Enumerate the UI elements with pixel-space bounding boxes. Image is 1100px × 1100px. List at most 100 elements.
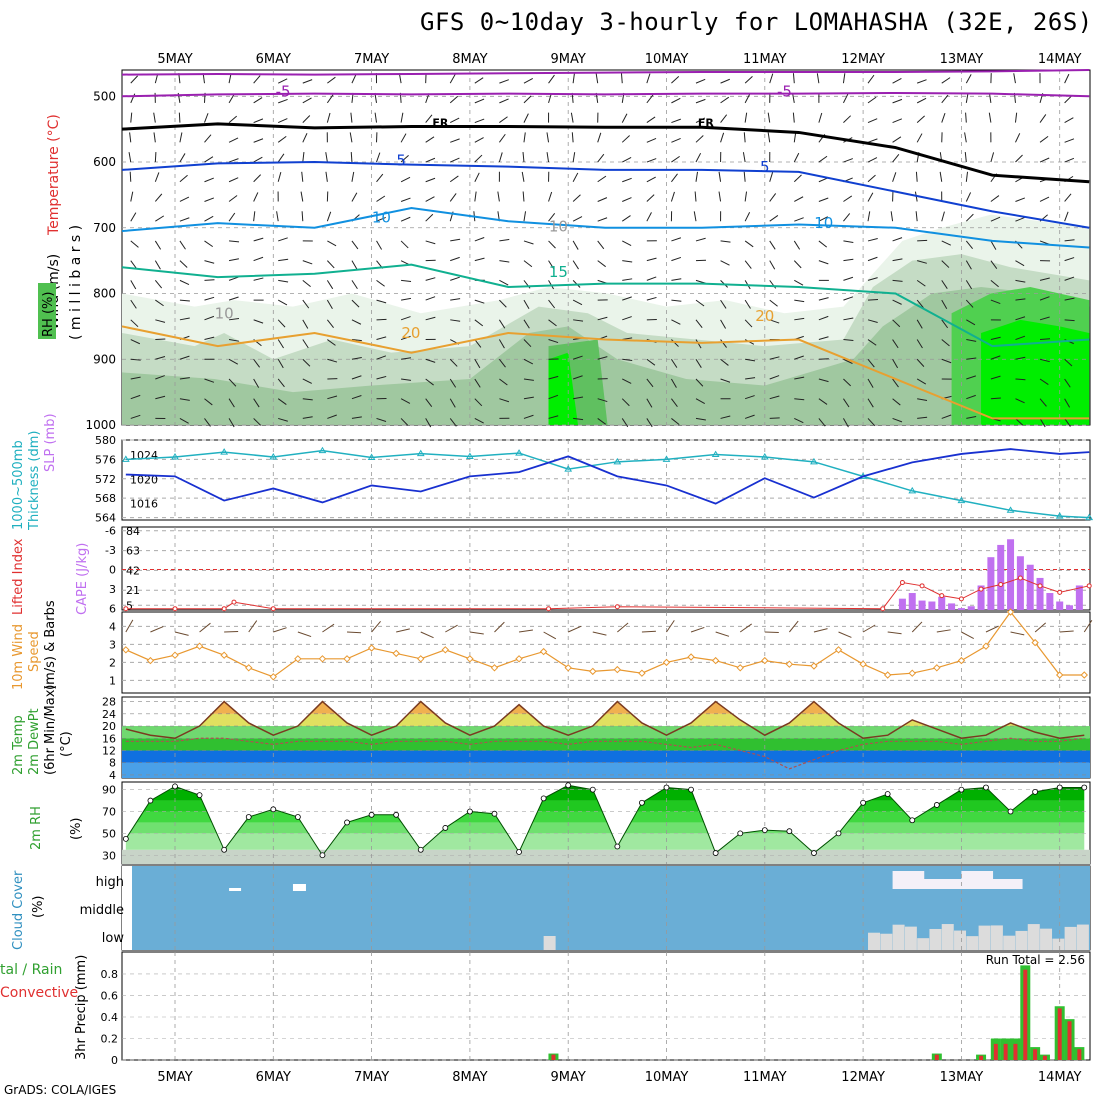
wind-barb <box>204 315 215 321</box>
wind-speed-point <box>343 655 351 663</box>
cloud-level-label: middle <box>80 903 124 918</box>
slp-line <box>125 448 1090 505</box>
wind-barb <box>573 396 584 400</box>
cape-tick-label: 21 <box>126 584 140 597</box>
wind-barb <box>204 215 214 222</box>
wind-barb <box>445 624 458 633</box>
wind-barb <box>376 336 387 341</box>
bottom-day-label: 8MAY <box>452 1070 487 1085</box>
wind-barb <box>425 240 436 245</box>
wind-barb <box>570 112 574 123</box>
wind-barb <box>916 79 927 84</box>
cloud-level-label: low <box>102 931 125 946</box>
precip-tick-label: 0.4 <box>101 1011 119 1024</box>
li-point <box>1057 589 1063 595</box>
wind-barb <box>494 621 505 633</box>
rh-point <box>221 846 228 853</box>
isotherm-label: 5 <box>396 151 406 169</box>
wind-speed-point <box>269 673 278 681</box>
wind-barb <box>499 279 509 286</box>
wind-barb <box>794 417 804 424</box>
wind-barb <box>376 152 381 163</box>
wind-barb <box>671 173 678 183</box>
wind-barb <box>695 117 706 124</box>
wind-barb <box>499 260 510 263</box>
precip-axis-label-group: 3hr Precip (mm) <box>74 955 89 1060</box>
rh-tick-label: 90 <box>102 784 116 797</box>
rh-point <box>368 811 375 818</box>
temperature-axis-label: Temperature (°C) <box>46 114 62 236</box>
li-point <box>123 606 129 612</box>
rh-point <box>417 846 424 853</box>
wind-barb <box>695 339 702 349</box>
wind-barb <box>401 378 412 381</box>
wind-barb <box>327 339 336 346</box>
li-point <box>270 606 276 612</box>
wind-barb <box>302 398 313 401</box>
cloud-label-b: (%) <box>31 896 46 919</box>
temp-label-d: (°C) <box>59 731 74 757</box>
wind-barb <box>253 256 264 262</box>
wind-barb <box>376 173 384 183</box>
wind-barb <box>1064 239 1075 242</box>
slp-tick-label: 1016 <box>130 498 158 511</box>
rh-point <box>786 828 793 835</box>
wind-barb <box>597 175 607 183</box>
wind-barb <box>622 177 632 183</box>
wind-barb <box>573 417 584 421</box>
wind-barb <box>744 191 748 202</box>
wind-barb <box>769 356 780 360</box>
cape-axis-label: CAPE (J/kg) <box>75 543 90 615</box>
wind-barb <box>1039 157 1050 163</box>
wind-barb <box>794 317 805 321</box>
wind-barb <box>695 98 706 104</box>
top-day-label: 7MAY <box>354 52 389 67</box>
isotherm-label: 5 <box>760 158 770 176</box>
wind-barb <box>572 355 583 360</box>
wind-barb <box>302 152 305 163</box>
precip-panel: 0.8 0.6 0.4 0.2 0 Run Total = 2.56 <box>101 952 1090 1067</box>
wind-barb <box>499 116 508 123</box>
wind-barb <box>273 627 287 633</box>
wind-barb <box>794 279 804 286</box>
wind-barb <box>449 358 458 367</box>
wind-barb <box>1015 217 1025 222</box>
wind-barb <box>573 319 584 322</box>
cape-bar <box>967 606 975 610</box>
wind-barb <box>228 137 239 143</box>
wind-barb <box>469 631 484 635</box>
wind-speed-point <box>736 664 744 672</box>
wind-barb <box>892 339 899 349</box>
wind-barb <box>425 398 433 407</box>
wind-barb <box>401 279 412 283</box>
wind-barb <box>892 136 902 143</box>
wind-barb <box>988 112 992 123</box>
low-cloud <box>543 936 556 950</box>
temp-tick-label: 24 <box>102 708 116 721</box>
wind-barb <box>204 296 215 301</box>
wind-barb <box>548 339 559 344</box>
thickness-point <box>564 465 573 472</box>
wind-barb <box>1064 257 1075 262</box>
wind-barb <box>695 78 706 84</box>
rh-band <box>125 833 1085 850</box>
rh-point <box>589 786 596 793</box>
wind-barb <box>720 299 727 309</box>
wind-barb <box>322 623 335 633</box>
wind-barb <box>818 240 828 248</box>
isotherm-label: 10 <box>215 305 234 323</box>
wind-barb <box>179 417 189 424</box>
wind-barb <box>695 378 704 387</box>
wind-barb <box>253 211 256 222</box>
wind-barb <box>965 213 974 222</box>
wind-barb <box>498 152 503 163</box>
wind-barb <box>228 358 239 365</box>
rh-point <box>712 850 719 856</box>
wind-barb <box>300 191 304 202</box>
wind-barb <box>1034 622 1047 633</box>
wind-barb <box>1040 338 1051 341</box>
wind-barb <box>523 240 534 245</box>
wind-speed-point <box>834 646 843 654</box>
wind-barb <box>990 336 1001 341</box>
rh-point <box>565 782 572 789</box>
